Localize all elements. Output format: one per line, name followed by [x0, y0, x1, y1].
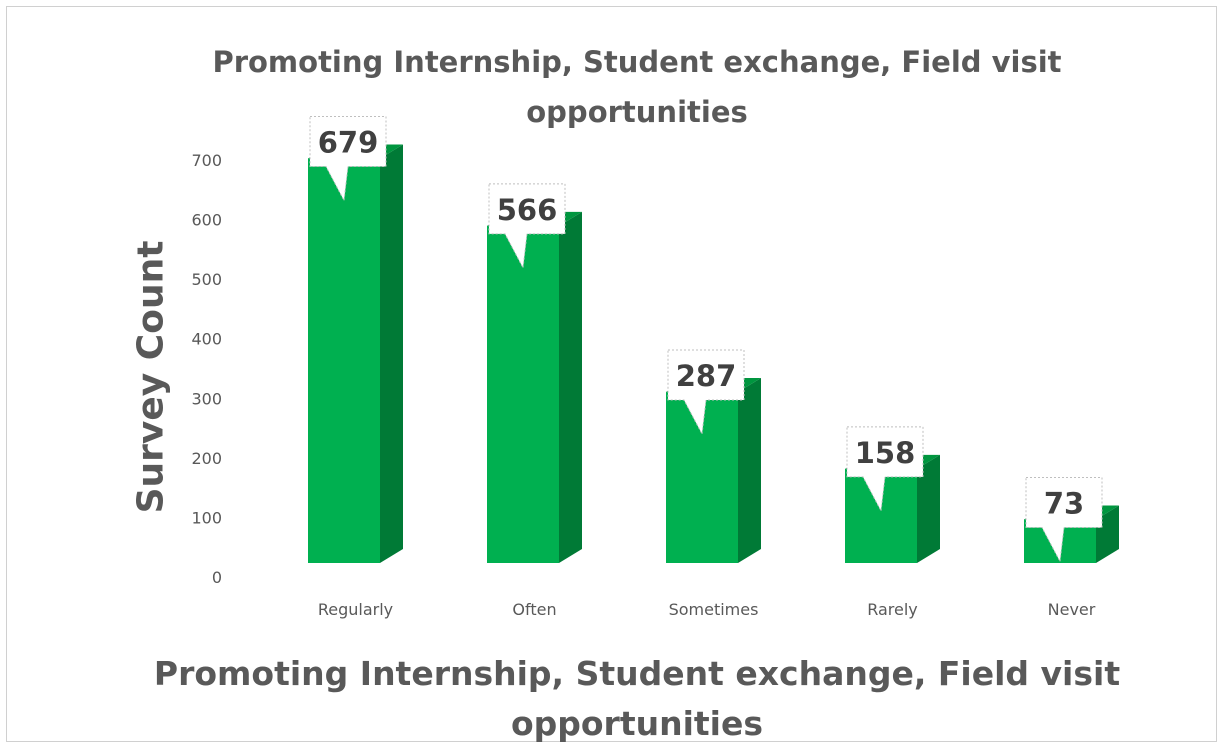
- x-tick-label: Never: [1048, 600, 1096, 619]
- bar-side: [917, 454, 940, 563]
- x-tick-label: Often: [512, 600, 556, 619]
- data-label: 73: [1044, 487, 1084, 521]
- data-label-callout: [488, 183, 566, 270]
- y-tick-label: 200: [191, 449, 222, 468]
- x-tick-label: Rarely: [867, 600, 918, 619]
- data-label: 679: [318, 126, 379, 160]
- chart-frame: Promoting Internship, Student exchange, …: [6, 6, 1217, 743]
- data-label-callout: [667, 349, 745, 436]
- y-tick-label: 700: [191, 151, 222, 170]
- data-label: 287: [676, 359, 737, 393]
- y-tick-label: 300: [191, 389, 222, 408]
- data-label: 158: [855, 436, 916, 470]
- y-tick-label: 600: [191, 211, 222, 230]
- y-tick-label: 0: [212, 568, 222, 587]
- data-label-callout: [309, 116, 387, 203]
- data-label-callout: [1025, 477, 1103, 564]
- bar-side: [559, 211, 582, 563]
- y-tick-label: 400: [191, 330, 222, 349]
- y-tick-label: 500: [191, 270, 222, 289]
- bar-side: [738, 378, 761, 563]
- x-tick-label: Regularly: [318, 600, 393, 619]
- chart-title: Promoting Internship, Student exchange, …: [212, 45, 1062, 129]
- data-label-callout: [846, 426, 924, 513]
- bar: [487, 225, 559, 563]
- y-tick-label: 100: [191, 508, 222, 527]
- x-tick-label: Sometimes: [669, 600, 759, 619]
- bar-side: [380, 144, 403, 563]
- x-axis-label: Promoting Internship, Student exchange, …: [153, 654, 1121, 743]
- data-label: 566: [497, 193, 558, 227]
- bar: [308, 158, 380, 563]
